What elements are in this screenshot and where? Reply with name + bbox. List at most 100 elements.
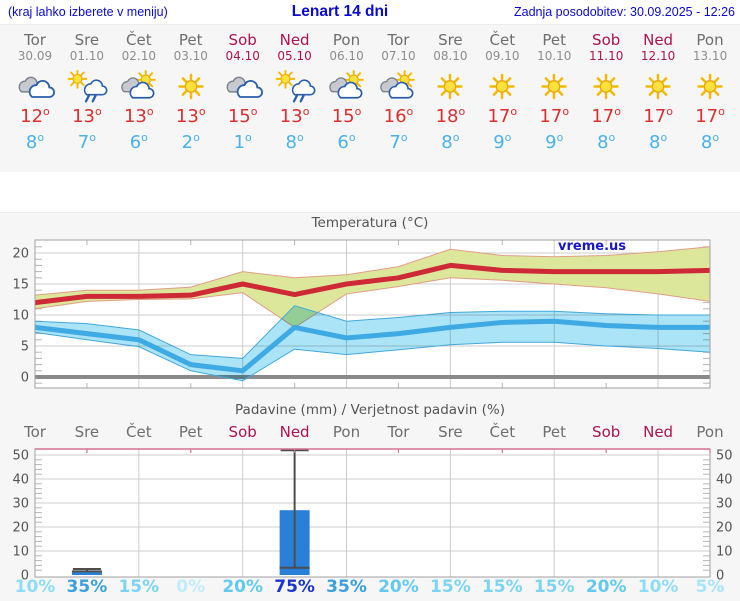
cloudy-icon — [14, 70, 56, 103]
precip-probability: 35% — [326, 577, 367, 597]
precipitation-day-labels: Tor Sre Čet Pet Sob Ned Pon Tor Sre Čet Pet Sob Ned P… — [9, 423, 736, 441]
forecast-day-12.10: Ned 12.10 17o 8o — [632, 31, 684, 153]
forecast-day-30.09: Tor 30.09 12o 8o — [9, 31, 61, 153]
day-date: 03.10 — [173, 49, 208, 64]
precip-probability: 10% — [14, 577, 56, 597]
precip-day-label: Pon — [696, 423, 724, 441]
day-date: 02.10 — [121, 49, 156, 64]
svg-text:20: 20 — [716, 521, 733, 536]
temp-max: 17o — [487, 105, 518, 128]
svg-text:30: 30 — [12, 497, 29, 512]
day-name: Čet — [489, 31, 516, 49]
page-title: Lenart 14 dni — [291, 3, 389, 20]
day-name: Čet — [126, 31, 152, 49]
precip-probability: 15% — [533, 577, 575, 597]
temp-max: 13o — [279, 105, 310, 128]
forecast-day-08.10: Sre 08.10 18o 8o — [424, 31, 476, 153]
precip-day-label: Ned — [279, 423, 310, 441]
svg-text:0: 0 — [21, 569, 29, 584]
temp-max: 18o — [435, 105, 466, 128]
temp-min: 9o — [545, 131, 564, 154]
day-name: Pon — [332, 31, 361, 49]
svg-text:10: 10 — [12, 545, 29, 560]
svg-text:15: 15 — [12, 278, 29, 293]
temp-max: 13o — [123, 105, 154, 128]
sunny-icon — [533, 70, 575, 103]
temp-min: 6o — [129, 131, 148, 154]
temp-max: 15o — [331, 105, 362, 128]
sun-cloud-icon — [326, 70, 368, 103]
sun-cloud-icon — [377, 70, 419, 103]
temp-max: 13o — [72, 105, 102, 128]
forecast-day-09.10: Čet 09.10 17o 9o — [476, 31, 528, 154]
svg-text:50: 50 — [716, 449, 733, 464]
day-date: 05.10 — [277, 49, 312, 64]
precip-day-label: Sob — [228, 423, 257, 441]
day-name: Sob — [228, 31, 257, 49]
day-date: 06.10 — [329, 49, 364, 64]
last-update-text: Zadnja posodobitev: 30.09.2025 - 12:26 — [513, 5, 735, 19]
temp-max: 13o — [175, 105, 206, 128]
day-name: Pon — [696, 31, 724, 49]
temp-min: 2o — [181, 131, 200, 154]
precip-day-label: Sre — [74, 423, 100, 441]
precipitation-probability-row: 10% 35% 15% 0% 20% 75% 35% 20% 15% 15% 15% 20% 10% 5% — [9, 577, 736, 597]
temp-max: 17o — [591, 105, 621, 128]
day-date: 11.10 — [588, 49, 624, 64]
temp-max: 17o — [539, 105, 570, 128]
forecast-day-01.10: Sre 01.10 13o 7o — [61, 31, 113, 153]
menu-hint-text: (kraj lahko izberete v meniju) — [8, 5, 168, 19]
precip-probability: 20% — [378, 577, 419, 597]
temperature-chart-title: Temperatura (°C) — [311, 215, 429, 231]
svg-text:5: 5 — [21, 340, 29, 355]
forecast-table: Tor 30.09 12o 8o Sre 01.10 13o 7o Čet 02.10 13o 6o P… — [9, 31, 736, 154]
precip-day-label: Sob — [592, 423, 621, 441]
forecast-panel — [0, 24, 740, 172]
day-name: Ned — [279, 31, 310, 49]
precip-probability: 35% — [66, 577, 108, 597]
watermark-vreme-us: vreme.us — [558, 239, 626, 254]
precip-day-label: Ned — [643, 423, 674, 441]
day-date: 13.10 — [692, 49, 728, 64]
precip-day-label: Pon — [332, 423, 361, 441]
svg-text:10: 10 — [12, 309, 29, 324]
precip-day-label: Čet — [126, 423, 152, 441]
temp-max: 15o — [227, 105, 258, 128]
temp-max: 17o — [695, 105, 725, 128]
day-date: 07.10 — [381, 49, 416, 64]
precip-probability: 15% — [430, 577, 471, 597]
day-name: Tor — [387, 31, 410, 49]
sun-cloud-rain-icon — [274, 70, 316, 103]
svg-text:50: 50 — [12, 449, 29, 464]
precip-probability: 5% — [695, 577, 725, 597]
sunny-icon — [585, 70, 627, 103]
precipitation-chart-title: Padavine (mm) / Verjetnost padavin (%) — [235, 402, 505, 418]
day-name: Sre — [74, 31, 100, 49]
day-name: Pet — [178, 31, 203, 49]
day-date: 04.10 — [225, 49, 260, 64]
forecast-day-07.10: Tor 07.10 16o 7o — [372, 31, 424, 153]
precip-probability: 0% — [176, 577, 206, 597]
svg-text:20: 20 — [12, 247, 29, 262]
forecast-day-05.10: Ned 05.10 13o 8o — [269, 31, 321, 154]
svg-text:20: 20 — [12, 521, 29, 536]
precip-probability: 15% — [118, 577, 160, 597]
temp-min: 8o — [597, 131, 616, 154]
precip-day-label: Sre — [438, 423, 463, 441]
precip-probability: 75% — [274, 577, 315, 597]
precip-probability: 10% — [637, 577, 679, 597]
temp-min: 8o — [285, 131, 304, 154]
sunny-icon — [637, 70, 679, 103]
day-name: Pet — [542, 31, 567, 49]
precipitation-chart: 0 0 10 10 20 20 30 30 40 40 50 50 — [12, 448, 733, 584]
precip-probability: 20% — [585, 577, 627, 597]
day-date: 30.09 — [17, 49, 53, 64]
temp-min: 1o — [233, 131, 252, 154]
forecast-day-02.10: Čet 02.10 13o 6o — [113, 31, 165, 154]
forecast-day-10.10: Pet 10.10 17o 9o — [528, 31, 580, 154]
precip-day-label: Tor — [387, 423, 410, 441]
day-date: 01.10 — [69, 49, 105, 64]
svg-text:30: 30 — [716, 497, 733, 512]
temp-min: 9o — [493, 131, 512, 154]
day-name: Tor — [23, 31, 46, 49]
